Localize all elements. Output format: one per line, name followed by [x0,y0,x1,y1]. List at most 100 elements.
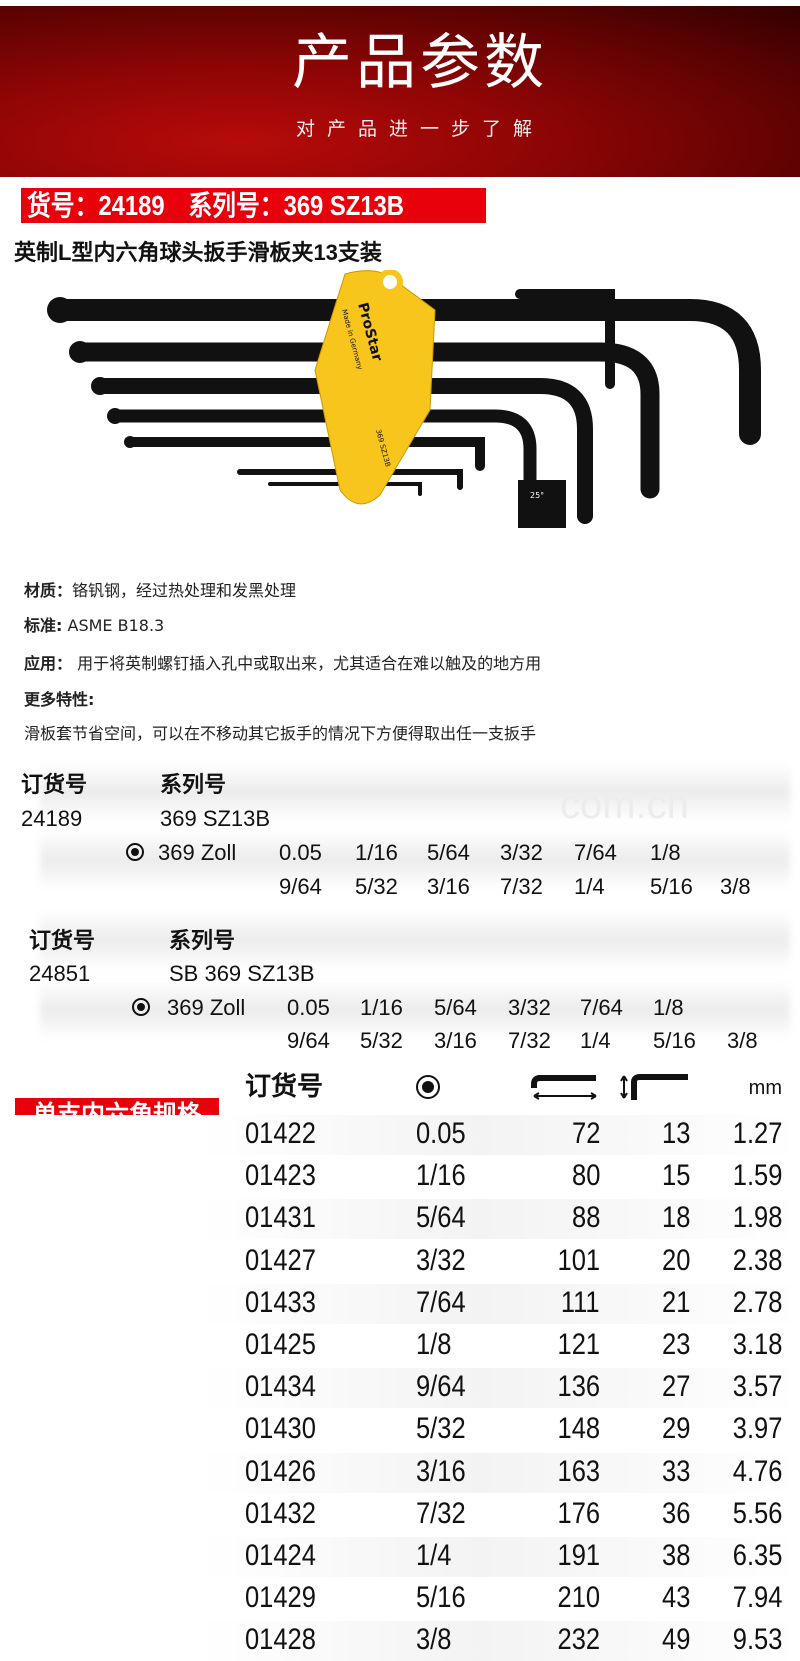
angle-badge: 25° [530,491,544,500]
hex-size: 3/32 [416,1243,466,1277]
size-mm: 5.56 [732,1496,782,1530]
short-arm-length: 21 [661,1285,690,1319]
hex-size: 1/16 [416,1159,466,1193]
size-value: 5/64 [434,995,477,1020]
order-number: 01428 [245,1623,316,1657]
size-value: 1/8 [650,840,681,865]
product-code-label: 货号：24189 系列号：369 SZ13B [21,188,486,223]
shade [40,830,790,890]
size-value: 1/8 [653,995,684,1020]
long-arm-length: 80 [571,1159,600,1193]
long-arm-length: 148 [557,1412,600,1446]
order-number: 01434 [245,1370,316,1404]
size-mm: 3.57 [732,1370,782,1404]
hex-size: 5/64 [416,1201,466,1235]
series-value: 369 SZ13B [160,806,271,831]
table-row: 01429 5/16 210 43 7.94 [0,1579,800,1619]
short-arm-length: 15 [661,1159,690,1193]
short-arm-length: 38 [661,1539,690,1572]
hex-size: 0.05 [416,1117,466,1150]
shade [40,910,790,970]
spec-material: 材质：铬钒钢，经过热处理和发黑处理 [24,581,297,600]
table-header-order: 订货号 [245,1071,324,1101]
series-header: 系列号 [160,772,227,797]
size-value: 3/8 [720,874,751,899]
long-arm-length: 88 [571,1201,600,1235]
hex-size: 9/64 [416,1370,466,1404]
hex-size: 5/16 [416,1581,466,1615]
size-value: 3/32 [500,840,543,865]
size-value: 5/16 [650,874,693,899]
order-number: 01430 [245,1412,316,1446]
series-header: 系列号 [169,928,236,953]
order-number: 01433 [245,1285,316,1319]
table-row: 01434 9/64 136 27 3.57 [0,1368,800,1409]
hex-size: 7/32 [416,1496,466,1530]
table-row: 01427 3/32 101 20 2.38 [0,1242,800,1282]
short-arm-length: 43 [661,1581,690,1615]
short-arm-length: 18 [661,1201,690,1235]
spec-application: 应用： 用于将英制螺钉插入孔中或取出来，尤其适合在难以触及的地方用 [24,654,542,673]
size-value: 9/64 [287,1028,330,1053]
size-value: 7/32 [500,874,543,899]
hex-size: 1/8 [416,1328,452,1361]
size-value: 5/16 [653,1028,696,1053]
short-arm-length: 23 [661,1328,690,1361]
order-number: 24189 [21,806,83,831]
short-arm-length: 20 [661,1243,690,1277]
order-number: 01424 [245,1539,316,1572]
table-row: 01423 1/16 80 15 1.59 [0,1157,800,1197]
hex-size: 1/4 [416,1539,452,1572]
shade [40,980,790,1040]
banner-title: 产品参数 [292,28,548,98]
banner-subtitle: 对产品进一步了解 [295,118,544,140]
series-value: SB 369 SZ13B [169,961,315,986]
size-mm: 1.27 [732,1117,782,1150]
table-row: 01424 1/4 191 38 6.35 [0,1537,800,1577]
size-mm: 7.94 [732,1581,782,1615]
spec-more-features: 更多特性: [24,690,95,709]
size-value: 1/4 [580,1028,611,1053]
size-value: 1/16 [355,840,398,865]
short-arm-length: 13 [661,1117,690,1150]
size-value: 0.05 [279,840,322,865]
size-mm: 6.35 [732,1539,782,1572]
size-mm: 4.76 [732,1454,782,1488]
spec-standard: 标准: ASME B18.3 [24,616,165,635]
short-arm-length: 33 [661,1454,690,1488]
long-arm-length: 210 [557,1581,600,1615]
size-value: 7/32 [508,1028,551,1053]
long-arm-length: 176 [557,1496,600,1530]
order-number: 01431 [245,1201,316,1235]
size-value: 5/32 [360,1028,403,1053]
order-header: 订货号 [29,928,96,953]
order-number: 24851 [29,961,91,986]
order-number: 01425 [245,1328,316,1361]
short-arm-length: 36 [661,1496,690,1530]
size-value: 3/16 [434,1028,477,1053]
order-number: 01426 [245,1454,316,1488]
order-number: 01429 [245,1581,316,1615]
table-row: 01433 7/64 111 21 2.78 [0,1283,800,1324]
hex-size: 7/64 [416,1285,466,1319]
table-row: 01428 3/8 232 49 9.53 [0,1621,800,1661]
size-value: 5/32 [355,874,398,899]
table-row: 01422 0.05 72 13 1.27 [0,1115,800,1155]
table-row: 01432 7/32 176 36 5.56 [0,1495,800,1535]
hex-size: 3/16 [416,1454,466,1488]
size-value: 0.05 [287,995,330,1020]
size-mm: 3.18 [732,1328,782,1361]
long-arm-length: 101 [557,1243,600,1277]
size-value: 1/4 [574,874,605,899]
shade [40,762,790,822]
size-mm: 9.53 [732,1623,782,1657]
order-number: 01427 [245,1243,316,1277]
long-arm-length: 232 [557,1623,600,1657]
long-arm-length-icon [531,1075,597,1100]
size-mm: 2.78 [732,1285,782,1319]
spec-feature-text: 滑板套节省空间，可以在不移动其它扳手的情况下方便得取出任一支扳手 [24,724,537,743]
product-title: 英制L型内六角球头扳手滑板夹13支装 [14,240,382,265]
order-number: 01423 [245,1159,316,1193]
hex-ball-icon [416,1075,440,1099]
table-row: 01431 5/64 88 18 1.98 [0,1199,800,1240]
